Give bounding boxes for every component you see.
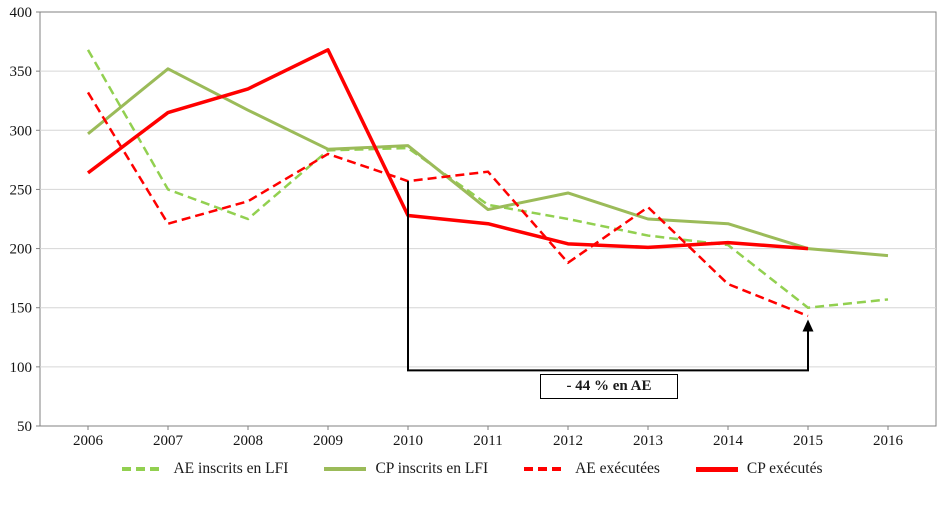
svg-text:150: 150 <box>10 301 33 317</box>
svg-text:2009: 2009 <box>313 433 343 449</box>
svg-text:2014: 2014 <box>713 433 744 449</box>
svg-text:2012: 2012 <box>553 433 583 449</box>
annotation-label: - 44 % en AE <box>540 374 678 399</box>
svg-text:200: 200 <box>10 242 33 258</box>
svg-text:2006: 2006 <box>73 433 104 449</box>
svg-text:350: 350 <box>10 64 33 80</box>
legend-item: AE exécutées <box>524 460 660 478</box>
svg-text:300: 300 <box>10 123 33 139</box>
legend-label: AE exécutées <box>575 460 660 477</box>
legend-item: AE inscrits en LFI <box>122 460 288 478</box>
chart-svg: 50 100 150 200 250 300 350 400 2006 2007 2008 2009 2… <box>10 5 937 449</box>
svg-text:2007: 2007 <box>153 433 184 449</box>
legend-label: CP exécutés <box>746 460 823 477</box>
svg-text:100: 100 <box>10 360 33 376</box>
svg-text:2011: 2011 <box>473 433 502 449</box>
legend-line-sample <box>524 467 567 471</box>
svg-text:2013: 2013 <box>633 433 663 449</box>
legend-label: AE inscrits en LFI <box>173 460 289 477</box>
legend-item: CP inscrits en LFI <box>324 460 488 478</box>
svg-text:50: 50 <box>17 419 32 435</box>
svg-text:2016: 2016 <box>873 433 904 449</box>
legend-item: CP exécutés <box>695 460 823 478</box>
legend-line-sample <box>695 466 738 472</box>
svg-text:2010: 2010 <box>393 433 423 449</box>
svg-text:2015: 2015 <box>793 433 823 449</box>
svg-text:2008: 2008 <box>233 433 263 449</box>
svg-text:400: 400 <box>10 5 33 21</box>
chart-legend: AE inscrits en LFI CP inscrits en LFI AE… <box>0 460 945 478</box>
svg-text:250: 250 <box>10 182 33 198</box>
legend-line-sample <box>122 467 165 471</box>
legend-line-sample <box>324 467 367 471</box>
legend-label: CP inscrits en LFI <box>375 460 489 477</box>
